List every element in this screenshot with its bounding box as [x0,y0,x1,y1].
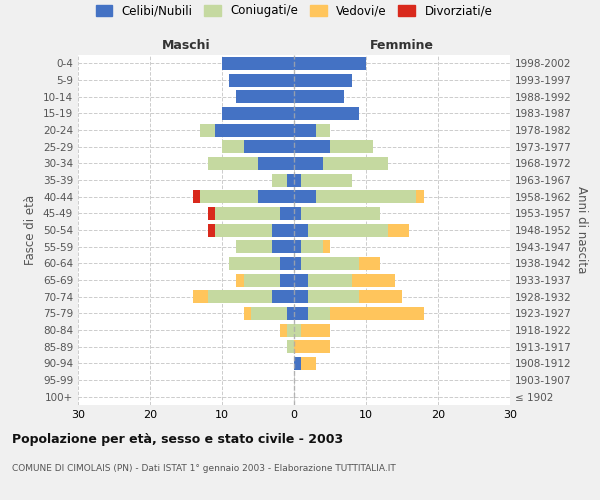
Bar [294,290,308,303]
Y-axis label: Fasce di età: Fasce di età [25,195,37,265]
Bar [294,124,316,136]
Text: Femmine: Femmine [370,38,434,52]
Text: COMUNE DI CIMOLAIS (PN) - Dati ISTAT 1° gennaio 2003 - Elaborazione TUTTITALIA.I: COMUNE DI CIMOLAIS (PN) - Dati ISTAT 1° … [12,464,396,473]
Bar [229,74,294,86]
Bar [236,90,294,103]
Bar [287,307,294,320]
Bar [294,274,308,286]
Bar [294,324,301,336]
Bar [258,190,294,203]
Bar [294,174,301,186]
Text: Popolazione per età, sesso e stato civile - 2003: Popolazione per età, sesso e stato civil… [12,432,343,446]
Bar [272,290,294,303]
Bar [294,207,301,220]
Y-axis label: Anni di nascita: Anni di nascita [575,186,588,274]
Bar [301,357,316,370]
Bar [294,90,344,103]
Legend: Celibi/Nubili, Coniugati/e, Vedovi/e, Divorziati/e: Celibi/Nubili, Coniugati/e, Vedovi/e, Di… [91,0,497,22]
Bar [215,207,280,220]
Bar [323,157,388,170]
Bar [258,157,294,170]
Bar [193,290,208,303]
Bar [330,307,424,320]
Bar [244,274,280,286]
Bar [308,307,330,320]
Bar [294,74,352,86]
Bar [294,307,308,320]
Bar [308,290,359,303]
Bar [294,190,316,203]
Bar [352,274,395,286]
Bar [287,324,294,336]
Bar [244,307,251,320]
Bar [388,224,409,236]
Bar [316,190,416,203]
Bar [416,190,424,203]
Bar [294,240,301,253]
Bar [323,240,330,253]
Bar [316,124,330,136]
Bar [359,290,402,303]
Text: Maschi: Maschi [161,38,211,52]
Bar [272,174,287,186]
Bar [294,257,301,270]
Bar [229,257,280,270]
Bar [236,274,244,286]
Bar [222,57,294,70]
Bar [215,224,272,236]
Bar [294,340,330,353]
Bar [294,357,301,370]
Bar [208,224,215,236]
Bar [294,157,323,170]
Bar [208,157,258,170]
Bar [236,240,272,253]
Bar [294,140,330,153]
Bar [308,224,388,236]
Bar [215,124,294,136]
Bar [251,307,287,320]
Bar [200,190,258,203]
Bar [301,174,352,186]
Bar [280,274,294,286]
Bar [301,207,380,220]
Bar [330,140,373,153]
Bar [272,240,294,253]
Bar [200,124,215,136]
Bar [294,224,308,236]
Bar [294,57,366,70]
Bar [301,240,323,253]
Bar [222,107,294,120]
Bar [294,107,359,120]
Bar [222,140,244,153]
Bar [287,174,294,186]
Bar [301,324,330,336]
Bar [272,224,294,236]
Bar [208,207,215,220]
Bar [193,190,200,203]
Bar [208,290,272,303]
Bar [280,207,294,220]
Bar [308,274,352,286]
Bar [280,257,294,270]
Bar [359,257,380,270]
Bar [301,257,359,270]
Bar [287,340,294,353]
Bar [244,140,294,153]
Bar [280,324,287,336]
